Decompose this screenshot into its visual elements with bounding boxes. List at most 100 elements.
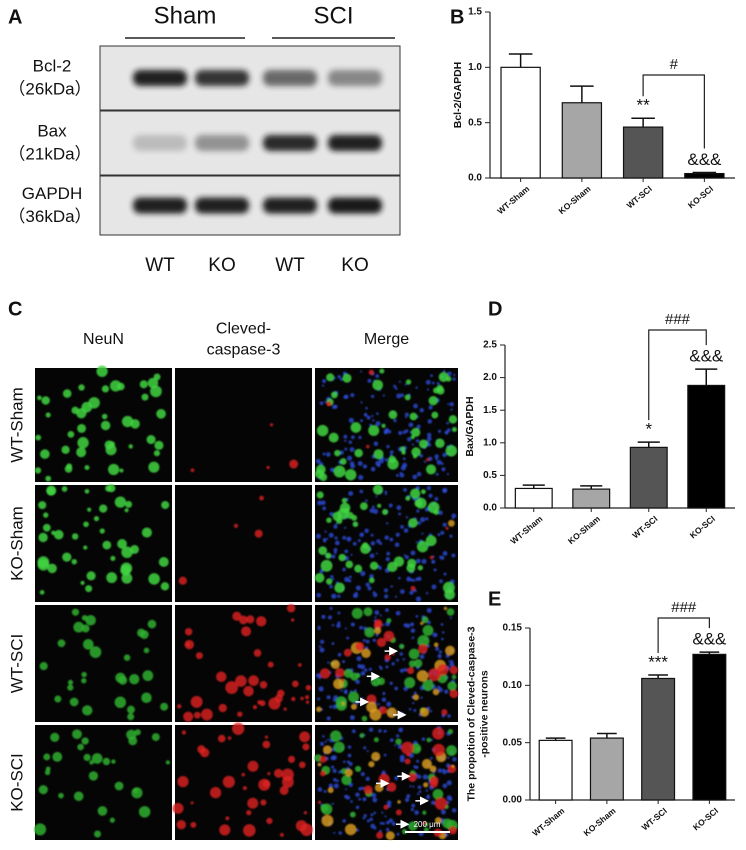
caspase [193, 711, 201, 719]
nucleus [370, 541, 376, 546]
caspase [350, 703, 357, 710]
nucleus [339, 450, 344, 455]
nucleus [414, 810, 419, 815]
caspase [291, 680, 299, 688]
neuron [438, 371, 449, 383]
neuron [388, 410, 398, 420]
nucleus [385, 556, 390, 562]
significance-mark: ### [665, 311, 691, 328]
bar [572, 488, 611, 509]
nucleus [444, 689, 449, 694]
nucleus [441, 809, 446, 815]
nucleus [364, 528, 369, 534]
nucleus [413, 709, 417, 712]
nucleus [335, 522, 338, 526]
nucleus [325, 537, 329, 541]
neuron [57, 639, 66, 648]
neuron [409, 412, 418, 421]
caspase [327, 787, 334, 794]
nucleus [443, 572, 447, 576]
neuron [101, 385, 110, 393]
neuron [80, 580, 85, 585]
neuron [422, 810, 427, 815]
nucleus [393, 384, 397, 388]
nucleus [331, 623, 335, 627]
neuron [351, 607, 363, 619]
x-tick-label: KO-SCI [686, 184, 715, 211]
neuron [141, 393, 149, 401]
neuron [410, 435, 415, 440]
nucleus [321, 614, 326, 619]
neuron [108, 463, 120, 476]
nucleus [355, 828, 359, 832]
caspase [371, 751, 381, 762]
neuron [77, 437, 89, 449]
y-tick-label: 0.10 [503, 680, 523, 691]
caspase [368, 369, 375, 376]
nucleus [322, 538, 327, 542]
lane-label: KO [341, 255, 368, 276]
neuron [142, 670, 154, 682]
neuron [46, 487, 56, 496]
nucleus [348, 417, 354, 423]
significance-mark: *** [648, 652, 668, 671]
caspase [379, 706, 388, 715]
row-label: KO-Sham [7, 506, 26, 581]
neuron [425, 464, 437, 475]
neuron [39, 662, 48, 671]
neuron [34, 467, 42, 474]
neuron [373, 737, 379, 743]
neuron [400, 446, 406, 452]
neuron [352, 521, 359, 528]
caspase [401, 741, 414, 755]
nucleus [400, 393, 404, 398]
nucleus [404, 555, 409, 560]
nucleus [449, 402, 454, 407]
neuron [114, 781, 124, 791]
nucleus [410, 808, 414, 812]
caspase [448, 826, 457, 835]
y-tick-label: 0.15 [503, 623, 523, 634]
caspase [432, 743, 445, 757]
neuron [425, 535, 437, 547]
bracket [642, 74, 705, 149]
y-tick-label: 0.05 [503, 737, 523, 748]
caspase [225, 681, 239, 694]
nucleus [410, 622, 415, 627]
nucleus [441, 631, 445, 634]
nucleus [436, 459, 442, 465]
y-tick-label: 1.5 [468, 7, 482, 18]
caspase [259, 681, 268, 689]
nucleus [432, 561, 435, 564]
caspase [407, 772, 417, 782]
nucleus [449, 616, 452, 619]
nucleus [379, 821, 383, 825]
neuron [320, 559, 333, 572]
neuron [41, 396, 50, 405]
nucleus [405, 516, 409, 519]
nucleus [396, 393, 402, 399]
y-tick-label: 2.0 [483, 372, 497, 383]
nucleus [440, 530, 445, 535]
nucleus [356, 656, 362, 662]
nucleus [386, 551, 391, 556]
nucleus [403, 487, 407, 492]
x-tick-label: KO-Sham [566, 513, 602, 546]
caspase [252, 705, 258, 710]
nucleus [403, 667, 408, 672]
neuron [153, 450, 161, 457]
neuron [121, 572, 133, 584]
significance-mark: * [645, 420, 652, 439]
neuron [129, 674, 140, 685]
caspase [291, 696, 296, 702]
nucleus [357, 663, 362, 669]
neuron [94, 830, 102, 838]
nucleus [384, 493, 387, 496]
caspase [437, 664, 449, 676]
nucleus [360, 571, 366, 577]
micrograph-cells [34, 729, 171, 838]
neuron [66, 463, 73, 470]
caspase [410, 585, 416, 591]
nucleus [326, 695, 331, 700]
nucleus [337, 594, 341, 598]
